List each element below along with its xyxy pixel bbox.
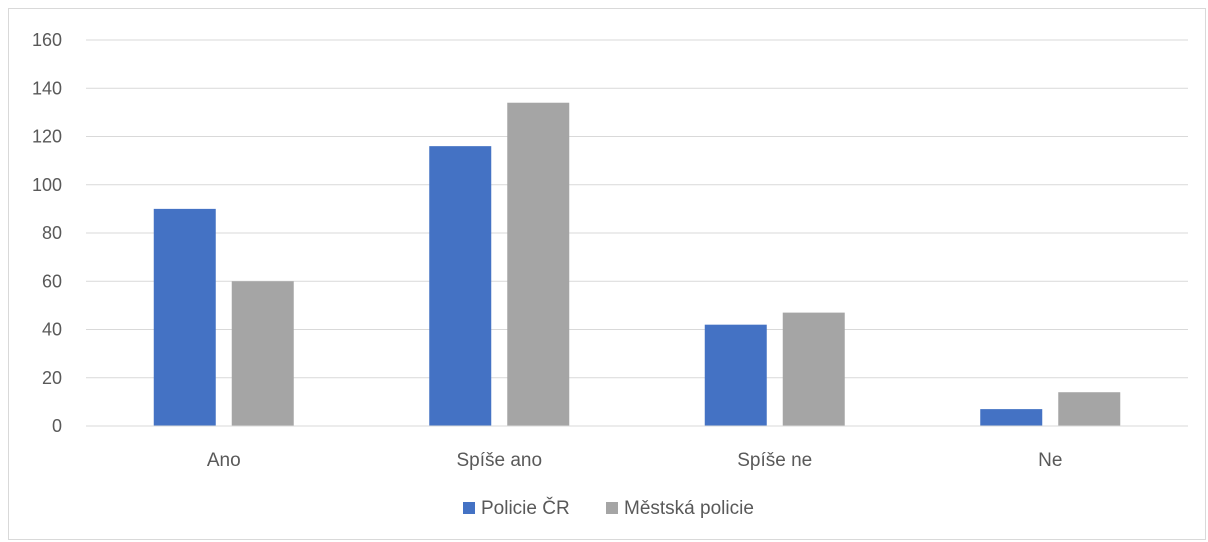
legend-label: Městská policie — [624, 498, 754, 519]
y-tick-label: 160 — [32, 30, 62, 50]
y-tick-label: 140 — [32, 78, 62, 98]
x-category-label: Ano — [207, 450, 241, 471]
y-tick-label: 0 — [52, 416, 62, 436]
x-category-label: Spíše ano — [456, 450, 542, 471]
y-tick-label: 80 — [42, 223, 62, 243]
y-tick-label: 100 — [32, 175, 62, 195]
y-tick-label: 60 — [42, 271, 62, 291]
bar-policie-cr — [429, 146, 492, 426]
legend-swatch — [606, 502, 618, 514]
bar-policie-cr — [980, 409, 1043, 426]
y-axis-tick-labels: 0 20 40 60 80 100 120 140 160 — [32, 30, 62, 436]
bar-mestska-policie — [507, 102, 570, 426]
bars — [153, 102, 1121, 426]
x-category-label: Ne — [1038, 450, 1062, 471]
y-tick-label: 40 — [42, 320, 62, 340]
x-category-label: Spíše ne — [737, 450, 812, 471]
y-tick-label: 120 — [32, 127, 62, 147]
legend: Policie ČR Městská policie — [463, 497, 754, 519]
y-tick-label: 20 — [42, 368, 62, 388]
legend-label: Policie ČR — [481, 497, 570, 519]
bar-mestska-policie — [231, 281, 294, 426]
x-axis-category-labels: Ano Spíše ano Spíše ne Ne — [207, 450, 1063, 471]
legend-swatch — [463, 502, 475, 514]
bar-mestska-policie — [782, 312, 845, 426]
bar-mestska-policie — [1058, 392, 1121, 426]
bar-policie-cr — [153, 208, 216, 426]
bar-policie-cr — [704, 324, 767, 426]
